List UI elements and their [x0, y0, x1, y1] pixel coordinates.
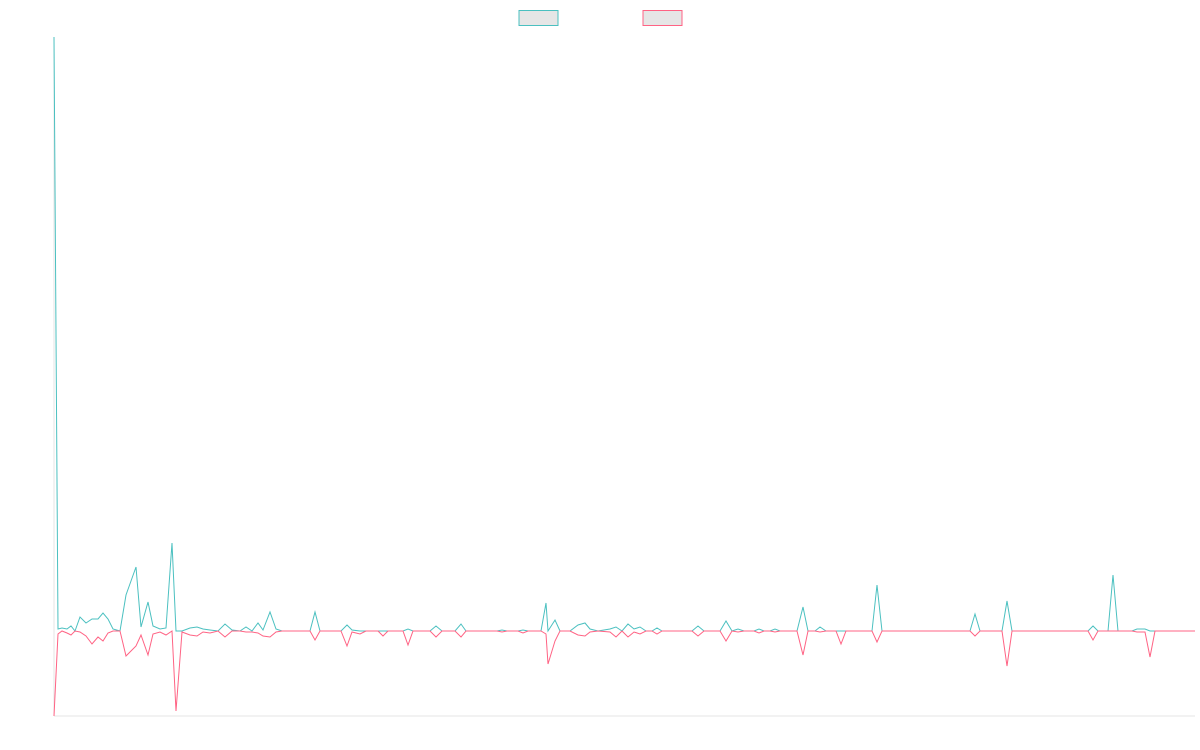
- legend-swatch[interactable]: [642, 10, 683, 26]
- series-line: [53, 36, 1195, 633]
- legend-swatch[interactable]: [518, 10, 559, 26]
- series-line: [53, 630, 1195, 717]
